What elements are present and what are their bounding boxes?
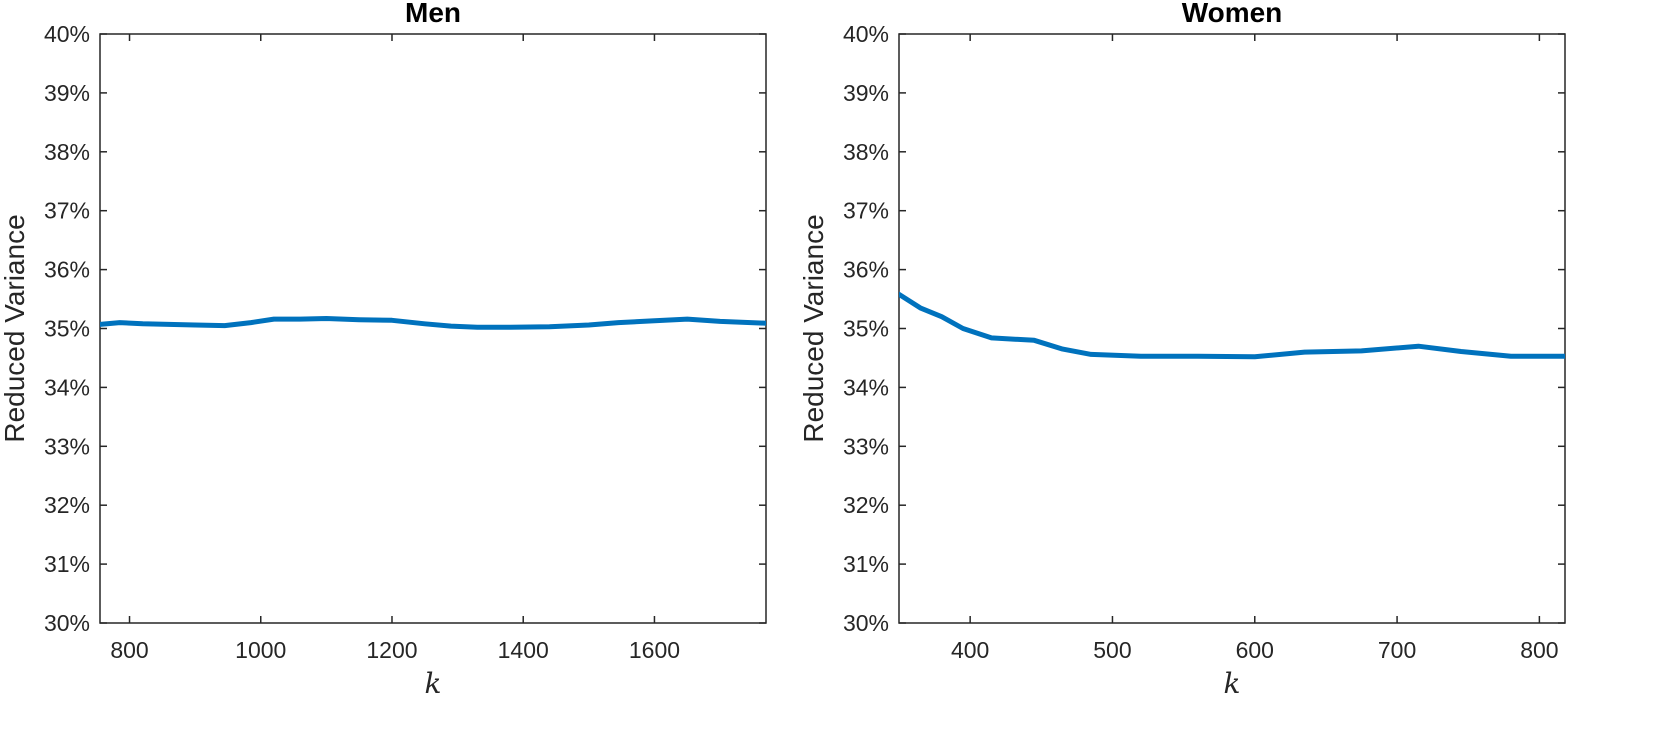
y-tick-label: 34% [44, 374, 90, 400]
men-x-axis-label: k [425, 667, 442, 700]
women-axes-box [898, 33, 1566, 624]
y-tick-label: 32% [843, 492, 889, 518]
women-chart-panel: Women Reduced Variance k 30% 31% 32% 33% 34%… [798, 0, 1566, 700]
y-tick-label: 30% [843, 610, 889, 636]
y-tick-label: 35% [44, 316, 90, 342]
x-tick-label: 1400 [498, 637, 549, 663]
y-tick-label: 35% [843, 316, 889, 342]
x-tick-label: 1200 [366, 637, 417, 663]
x-tick-label: 700 [1378, 637, 1416, 663]
women-chart-title: Women [1182, 0, 1283, 28]
y-tick-label: 36% [44, 257, 90, 283]
y-tick-label: 33% [843, 433, 889, 459]
y-tick-label: 30% [44, 610, 90, 636]
y-tick-label: 36% [843, 257, 889, 283]
women-y-axis-label: Reduced Variance [798, 214, 829, 442]
y-tick-label: 37% [44, 198, 90, 224]
men-y-axis-label: Reduced Variance [0, 214, 30, 442]
x-tick-label: 600 [1236, 637, 1274, 663]
y-tick-label: 40% [843, 21, 889, 47]
women-series-line [899, 291, 1565, 360]
x-tick-label: 1600 [629, 637, 680, 663]
women-x-axis-label: k [1224, 667, 1241, 700]
y-tick-label: 40% [44, 21, 90, 47]
men-axes-box [99, 33, 767, 624]
y-tick-label: 31% [843, 551, 889, 577]
x-tick-label: 800 [110, 637, 148, 663]
y-tick-label: 38% [44, 139, 90, 165]
x-tick-label: 400 [951, 637, 989, 663]
x-tick-label: 1000 [235, 637, 286, 663]
men-chart-panel: Men Reduced Variance k 30% 31% 32% 33% 34% 35… [0, 0, 767, 700]
y-tick-label: 34% [843, 374, 889, 400]
y-tick-label: 38% [843, 139, 889, 165]
y-tick-label: 32% [44, 492, 90, 518]
x-tick-label: 800 [1520, 637, 1558, 663]
y-tick-label: 33% [44, 433, 90, 459]
x-tick-label: 500 [1093, 637, 1131, 663]
y-tick-label: 39% [44, 80, 90, 106]
y-tick-label: 37% [843, 198, 889, 224]
men-series-line [100, 316, 766, 330]
y-tick-label: 31% [44, 551, 90, 577]
men-chart-title: Men [405, 0, 461, 28]
y-tick-label: 39% [843, 80, 889, 106]
